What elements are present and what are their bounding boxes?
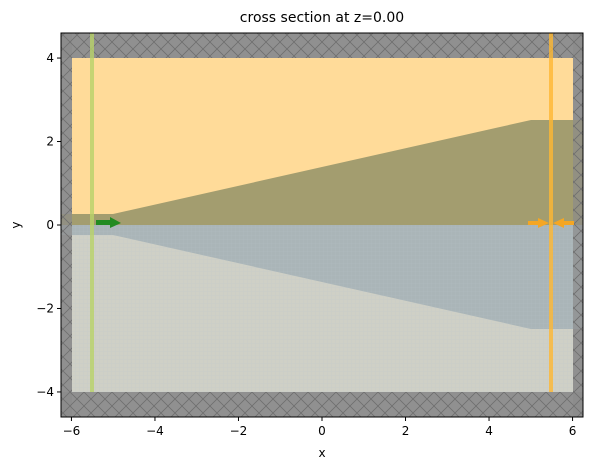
hatch-left xyxy=(61,58,72,392)
x-tick-label: −4 xyxy=(146,424,164,438)
x-tick-label: 0 xyxy=(318,424,326,438)
y-tick-label: 2 xyxy=(46,135,54,149)
source-arrow xyxy=(96,217,121,228)
x-tick-label: −6 xyxy=(63,424,81,438)
structures xyxy=(61,33,583,417)
hatch-top xyxy=(61,33,583,58)
chart-title: cross section at z=0.00 xyxy=(240,10,404,26)
mesh xyxy=(72,225,573,392)
x-tick-label: −2 xyxy=(230,424,248,438)
x-axis-label: x xyxy=(318,446,325,460)
y-tick-label: −4 xyxy=(36,385,54,399)
taper-top xyxy=(61,120,583,225)
y-axis-label: y xyxy=(9,221,23,228)
hatch-bottom xyxy=(61,392,583,417)
x-tick-label: 2 xyxy=(402,424,410,438)
monitor-arrow xyxy=(528,218,549,228)
x-tick-label: 4 xyxy=(485,424,493,438)
hatch-right xyxy=(573,58,583,392)
monitor-arrow xyxy=(553,218,574,228)
y-tick-label: 4 xyxy=(46,51,54,65)
x-tick-label: 6 xyxy=(569,424,577,438)
y-tick-label: −2 xyxy=(36,301,54,315)
y-tick-label: 0 xyxy=(46,218,54,232)
